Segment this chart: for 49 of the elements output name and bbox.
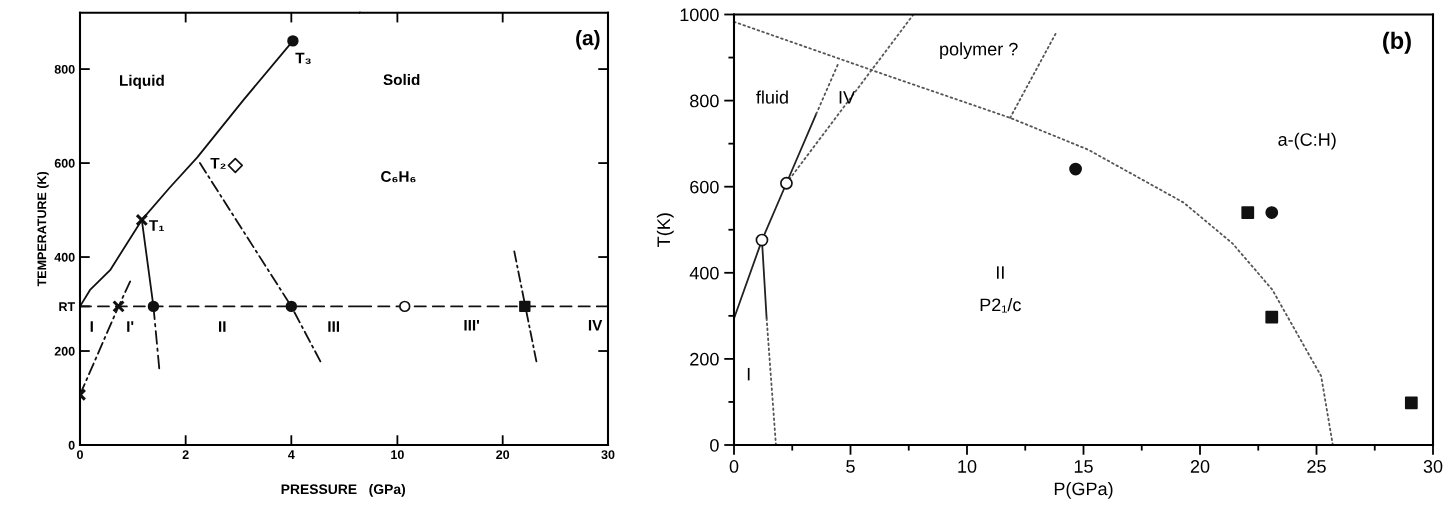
y-axis-title: TEMPERATURE (K) (37, 171, 49, 287)
annotation: fluid (756, 90, 788, 104)
annotation: III' (464, 319, 479, 331)
y-tick-label: 600 (54, 158, 75, 168)
annotation: II (219, 321, 226, 332)
annotation: T₃ (295, 52, 311, 64)
y-tick-label: 0 (68, 440, 75, 450)
annotation: T₁ (149, 220, 165, 232)
annotation: C₆H₆ (381, 171, 416, 183)
text: (b) (1383, 31, 1411, 54)
y-tick-label: 1000 (680, 8, 719, 22)
annotation: III (328, 321, 340, 332)
x-tick-label: 20 (496, 450, 510, 460)
y-tick-label: 200 (690, 352, 719, 366)
x-tick-label: 4 (288, 450, 295, 459)
x-tick-label: 0 (77, 450, 83, 460)
annotation: T₂ (210, 157, 226, 169)
x-axis-title: PRESSURE (GPa) (281, 483, 406, 497)
y-tick-label: 200 (54, 346, 75, 356)
y-tick-label: 400 (689, 266, 719, 280)
x-tick-label: 10 (391, 450, 404, 460)
annotation: Solid (383, 73, 420, 86)
annotation: II (996, 266, 1004, 279)
x-tick-label: 0 (729, 460, 739, 473)
y-axis-title: T(K) (656, 213, 674, 247)
text: (a) (576, 29, 600, 50)
x-tick-label: 2 (182, 450, 189, 459)
y-tick-label: 800 (54, 64, 75, 74)
annotation: polymer ? (940, 42, 1018, 60)
x-tick-label: 25 (1307, 460, 1326, 473)
annotation: a-(C:H) (1278, 132, 1336, 150)
y-tick-label: RT (59, 302, 76, 311)
x-tick-label: 15 (1074, 460, 1093, 473)
annotation: I (747, 367, 750, 381)
x-tick-label: 20 (1190, 460, 1210, 473)
annotation: IV (588, 319, 603, 331)
y-tick-label: 800 (690, 94, 719, 108)
annotation: I (90, 321, 93, 332)
y-tick-label: 400 (54, 252, 75, 262)
y-tick-label: 600 (690, 180, 719, 194)
x-tick-label: 5 (846, 460, 855, 473)
annotation: IV (839, 91, 855, 104)
annotation: Liquid (119, 74, 164, 89)
annotation: P2₁/c (980, 297, 1021, 313)
x-tick-label: 10 (958, 460, 977, 473)
annotation: I' (127, 321, 134, 332)
x-axis-title: P(GPa) (1054, 481, 1113, 499)
x-tick-label: 30 (1423, 460, 1443, 473)
x-tick-label: 30 (601, 450, 615, 460)
